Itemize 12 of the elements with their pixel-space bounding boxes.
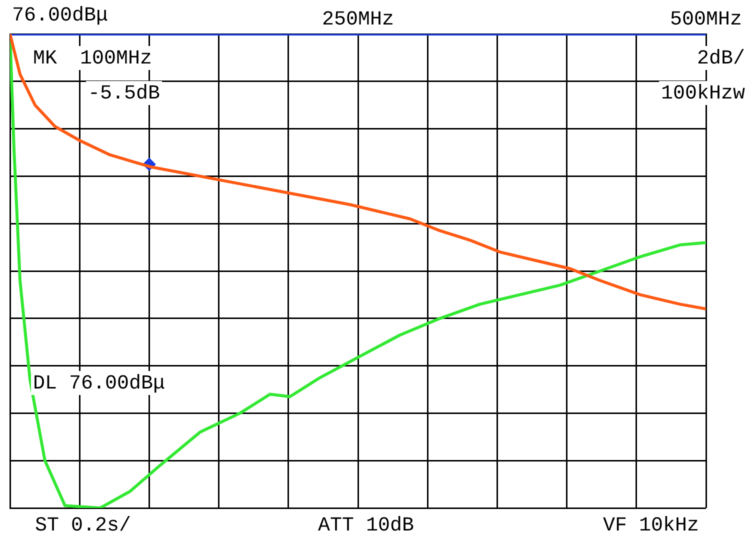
annotation: -5.5dB (88, 82, 160, 106)
annotation: MK (33, 47, 58, 70)
annotation: 100kHzw (660, 82, 745, 106)
x-tick-label: 250MHz (322, 8, 394, 32)
text: VF 10kHz (603, 514, 700, 538)
y-axis-title: 76.00dBμ (12, 4, 108, 28)
annotation: 100MHz (80, 47, 152, 70)
text: ATT 10dB (318, 514, 414, 538)
x-tick-label: 500MHz (670, 8, 742, 32)
annotation: DL 76.00dBμ (33, 372, 166, 396)
text: ST 0.2s/ (35, 514, 132, 538)
annotation: 2dB/ (696, 47, 745, 70)
